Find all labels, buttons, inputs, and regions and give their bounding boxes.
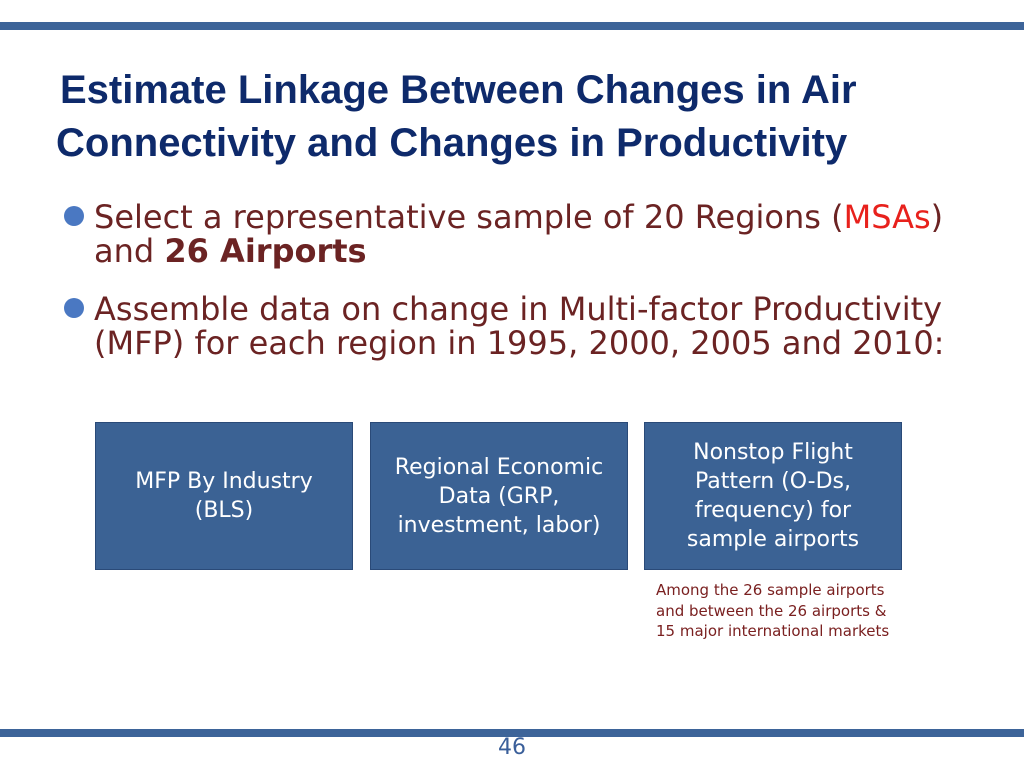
box-label: Nonstop Flight Pattern (O-Ds, frequency)…	[686, 440, 860, 552]
msas-highlight: MSAs	[843, 198, 931, 236]
box-mfp-by-industry: MFP By Industry (BLS)	[95, 422, 353, 570]
airports-bold: 26 Airports	[164, 232, 367, 270]
top-accent-bar	[0, 22, 1024, 30]
bullet2-text: Assemble data on change in Multi-factor …	[94, 290, 945, 362]
box-label: MFP By Industry (BLS)	[135, 469, 313, 523]
bullet-list: Select a representative sample of 20 Reg…	[62, 200, 962, 360]
box-nonstop-flight-pattern: Nonstop Flight Pattern (O-Ds, frequency)…	[644, 422, 902, 570]
bullet-item-assemble: Assemble data on change in Multi-factor …	[62, 292, 962, 360]
title-line-1: Estimate Linkage Between Changes in Air	[60, 68, 857, 112]
bottom-accent-bar	[0, 729, 1024, 737]
bullet-item-sample: Select a representative sample of 20 Reg…	[62, 200, 962, 268]
box-regional-economic-data: Regional Economic Data (GRP, investment,…	[370, 422, 628, 570]
bullet1-text-b: ) and	[94, 198, 944, 270]
box-label: Regional Economic Data (GRP, investment,…	[394, 454, 604, 538]
slide-title: Estimate Linkage Between Changes in Air …	[56, 64, 986, 170]
bullet-dot-icon	[64, 206, 84, 226]
airports-note: Among the 26 sample airports and between…	[656, 581, 890, 640]
title-line-2: Connectivity and Changes in Productivity	[56, 121, 848, 165]
bullet1-text-a: Select a representative sample of 20 Reg…	[94, 198, 844, 236]
page-number: 46	[498, 735, 526, 760]
bullet-dot-icon	[64, 298, 84, 318]
